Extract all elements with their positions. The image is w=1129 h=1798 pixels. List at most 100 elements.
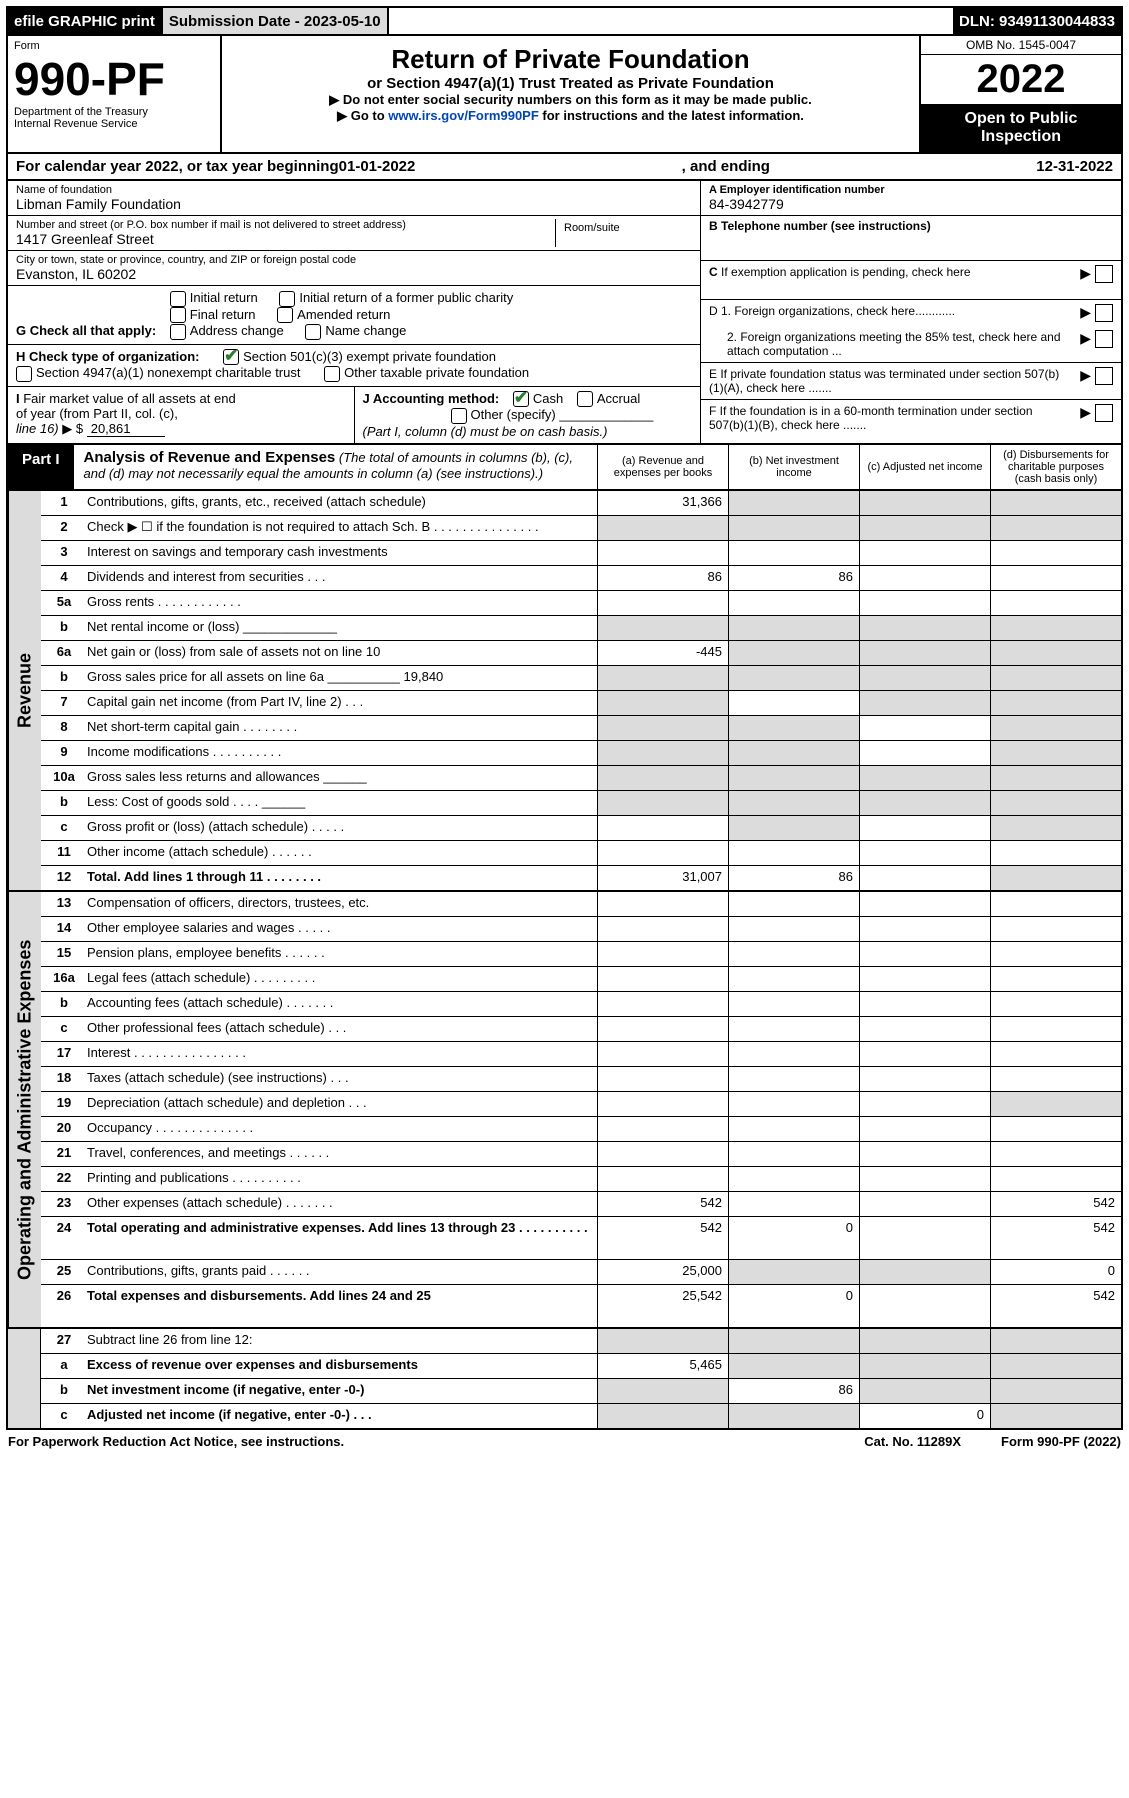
amount-col-a: 25,000 [597, 1260, 728, 1284]
amount-col-a [597, 1042, 728, 1066]
line-description: Net short-term capital gain . . . . . . … [87, 716, 597, 740]
table-row: 6aNet gain or (loss) from sale of assets… [41, 641, 1121, 666]
amount-col-a: 5,465 [597, 1354, 728, 1378]
efile-btn[interactable]: efile GRAPHIC print [8, 8, 163, 34]
amount-col-b [728, 716, 859, 740]
footer-right: Form 990-PF (2022) [1001, 1434, 1121, 1449]
line-description: Less: Cost of goods sold . . . . ______ [87, 791, 597, 815]
line-number: b [41, 1379, 87, 1403]
chk-e[interactable] [1095, 367, 1113, 385]
irs: Internal Revenue Service [14, 118, 214, 130]
line-number: 27 [41, 1329, 87, 1353]
amount-col-b [728, 1329, 859, 1353]
chk-initial[interactable] [170, 291, 186, 307]
amount-col-c [859, 1067, 990, 1091]
amount-col-b: 86 [728, 866, 859, 890]
chk-501c3[interactable] [223, 349, 239, 365]
amount-col-c [859, 1260, 990, 1284]
chk-amended[interactable] [277, 307, 293, 323]
chk-name[interactable] [305, 324, 321, 340]
line-number: 6a [41, 641, 87, 665]
line-description: Travel, conferences, and meetings . . . … [87, 1142, 597, 1166]
chk-d2[interactable] [1095, 330, 1113, 348]
table-row: 5aGross rents . . . . . . . . . . . . [41, 591, 1121, 616]
form-number: 990-PF [14, 52, 214, 106]
line-description: Total expenses and disbursements. Add li… [87, 1285, 597, 1327]
amount-col-a [597, 541, 728, 565]
address: 1417 Greenleaf Street [16, 231, 555, 247]
line-description: Taxes (attach schedule) (see instruction… [87, 1067, 597, 1091]
amount-col-d [990, 1167, 1121, 1191]
amount-col-b [728, 992, 859, 1016]
amount-col-d: 542 [990, 1192, 1121, 1216]
tel-label: B Telephone number (see instructions) [709, 219, 931, 233]
chk-other-taxable[interactable] [324, 366, 340, 382]
amount-col-a [597, 1329, 728, 1353]
tax-year: 2022 [921, 55, 1121, 104]
amount-col-d [990, 942, 1121, 966]
table-row: 18Taxes (attach schedule) (see instructi… [41, 1067, 1121, 1092]
amount-col-c [859, 1142, 990, 1166]
amount-col-a: 25,542 [597, 1285, 728, 1327]
d1-text: D 1. Foreign organizations, check here..… [709, 304, 1076, 318]
amount-col-a [597, 1142, 728, 1166]
amount-col-b [728, 1192, 859, 1216]
j-note: (Part I, column (d) must be on cash basi… [363, 424, 608, 439]
chk-f[interactable] [1095, 404, 1113, 422]
table-row: 14Other employee salaries and wages . . … [41, 917, 1121, 942]
amount-col-a: 31,007 [597, 866, 728, 890]
chk-d1[interactable] [1095, 304, 1113, 322]
amount-col-b [728, 841, 859, 865]
line-number: 3 [41, 541, 87, 565]
irs-link[interactable]: www.irs.gov/Form990PF [388, 108, 539, 123]
col-a-hdr: (a) Revenue and expenses per books [597, 445, 728, 489]
city: Evanston, IL 60202 [16, 266, 692, 282]
revenue-label: Revenue [8, 491, 41, 890]
chk-final[interactable] [170, 307, 186, 323]
amount-col-a [597, 1404, 728, 1428]
amount-col-d [990, 1067, 1121, 1091]
form-title: Return of Private Foundation [230, 44, 911, 75]
chk-address[interactable] [170, 324, 186, 340]
chk-other-spec[interactable] [451, 408, 467, 424]
amount-col-c [859, 1042, 990, 1066]
table-row: 21Travel, conferences, and meetings . . … [41, 1142, 1121, 1167]
amount-col-d [990, 641, 1121, 665]
amount-col-b [728, 766, 859, 790]
revenue-section: Revenue 1Contributions, gifts, grants, e… [6, 491, 1123, 892]
amount-col-a [597, 1167, 728, 1191]
chk-former[interactable] [279, 291, 295, 307]
chk-cash[interactable] [513, 391, 529, 407]
amount-col-d [990, 1042, 1121, 1066]
room-label: Room/suite [564, 222, 684, 234]
foundation-name: Libman Family Foundation [16, 196, 692, 212]
line-description: Excess of revenue over expenses and disb… [87, 1354, 597, 1378]
line-number: 20 [41, 1117, 87, 1141]
amount-col-c [859, 992, 990, 1016]
chk-4947[interactable] [16, 366, 32, 382]
line-description: Gross sales less returns and allowances … [87, 766, 597, 790]
amount-col-c [859, 516, 990, 540]
amount-col-a [597, 1379, 728, 1403]
omb-number: OMB No. 1545-0047 [921, 36, 1121, 55]
line-description: Pension plans, employee benefits . . . .… [87, 942, 597, 966]
open-public: Open to Public Inspection [921, 104, 1121, 152]
chk-accrual[interactable] [577, 391, 593, 407]
amount-col-c [859, 1379, 990, 1403]
amount-col-b [728, 1092, 859, 1116]
note-link: ▶ Go to www.irs.gov/Form990PF for instru… [230, 108, 911, 124]
line-description: Other income (attach schedule) . . . . .… [87, 841, 597, 865]
amount-col-c [859, 566, 990, 590]
amount-col-d [990, 716, 1121, 740]
line-number: c [41, 816, 87, 840]
amount-col-d [990, 1092, 1121, 1116]
addr-label: Number and street (or P.O. box number if… [16, 219, 555, 231]
line-number: 8 [41, 716, 87, 740]
table-row: 7Capital gain net income (from Part IV, … [41, 691, 1121, 716]
line-number: 26 [41, 1285, 87, 1327]
amount-col-b [728, 942, 859, 966]
expenses-section: Operating and Administrative Expenses 13… [6, 892, 1123, 1329]
amount-col-a [597, 516, 728, 540]
chk-c[interactable] [1095, 265, 1113, 283]
amount-col-a [597, 691, 728, 715]
